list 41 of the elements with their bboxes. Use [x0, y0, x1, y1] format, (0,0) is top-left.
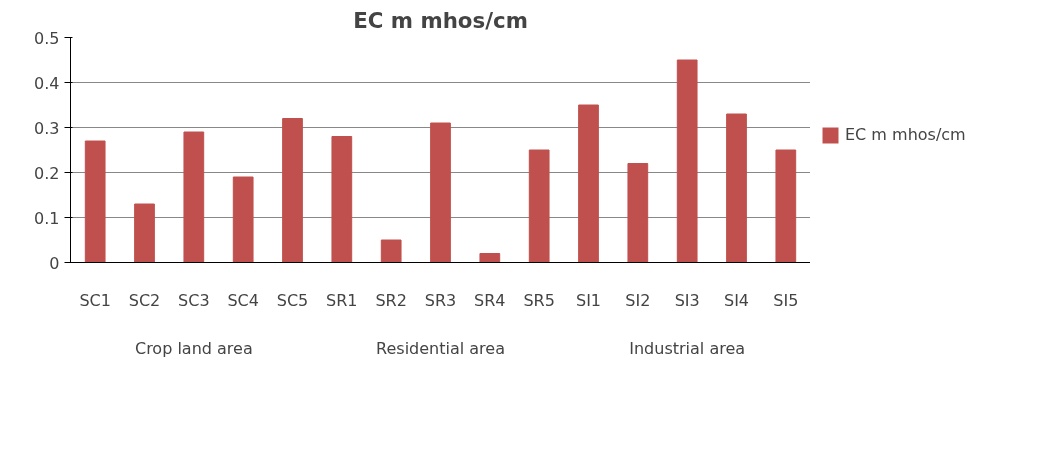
y-tick-label: 0.4	[34, 73, 60, 93]
bar	[380, 239, 402, 263]
text: Crop land area	[134, 338, 253, 358]
x-tick-label: SC1	[79, 290, 111, 310]
bar	[479, 253, 501, 263]
text: Residential area	[376, 338, 505, 358]
x-tick-label: SI5	[773, 290, 799, 310]
text: Industrial area	[629, 338, 746, 358]
bar	[232, 176, 254, 263]
x-tick-label: SC2	[128, 290, 161, 310]
x-tick-label: SR5	[523, 290, 555, 310]
x-tick-label: SR1	[326, 290, 358, 310]
bar	[627, 163, 649, 263]
y-tick-label: 0	[49, 253, 60, 273]
bar	[282, 118, 303, 263]
x-tick-label: SI3	[674, 290, 700, 310]
bar	[134, 203, 155, 263]
x-tick-label: SR3	[424, 290, 457, 310]
bar	[183, 131, 205, 263]
y-tick-label: 0.1	[34, 208, 60, 228]
bar	[430, 122, 451, 263]
x-tick-label: SC3	[178, 290, 210, 310]
y-tick-label: 0.5	[34, 28, 60, 48]
bar	[676, 59, 698, 263]
x-tick-label: SI2	[625, 290, 651, 310]
x-tick-label: SC4	[227, 290, 259, 310]
bar	[84, 140, 106, 263]
bar	[775, 149, 797, 263]
x-tick-label: SI4	[723, 290, 750, 310]
bar	[578, 104, 599, 263]
x-tick-label: SC5	[276, 290, 309, 310]
x-tick-label: SR2	[375, 290, 407, 310]
chart-title: EC m mhos/cm	[353, 7, 528, 33]
bar	[331, 136, 353, 263]
legend-label: EC m mhos/cm	[845, 125, 966, 144]
y-tick-label: 0.2	[34, 163, 60, 183]
bar	[528, 149, 550, 263]
y-tick-label: 0.3	[34, 118, 60, 138]
x-tick-label: SI1	[575, 290, 602, 310]
bar	[726, 113, 747, 263]
x-tick-label: SR4	[474, 290, 506, 310]
